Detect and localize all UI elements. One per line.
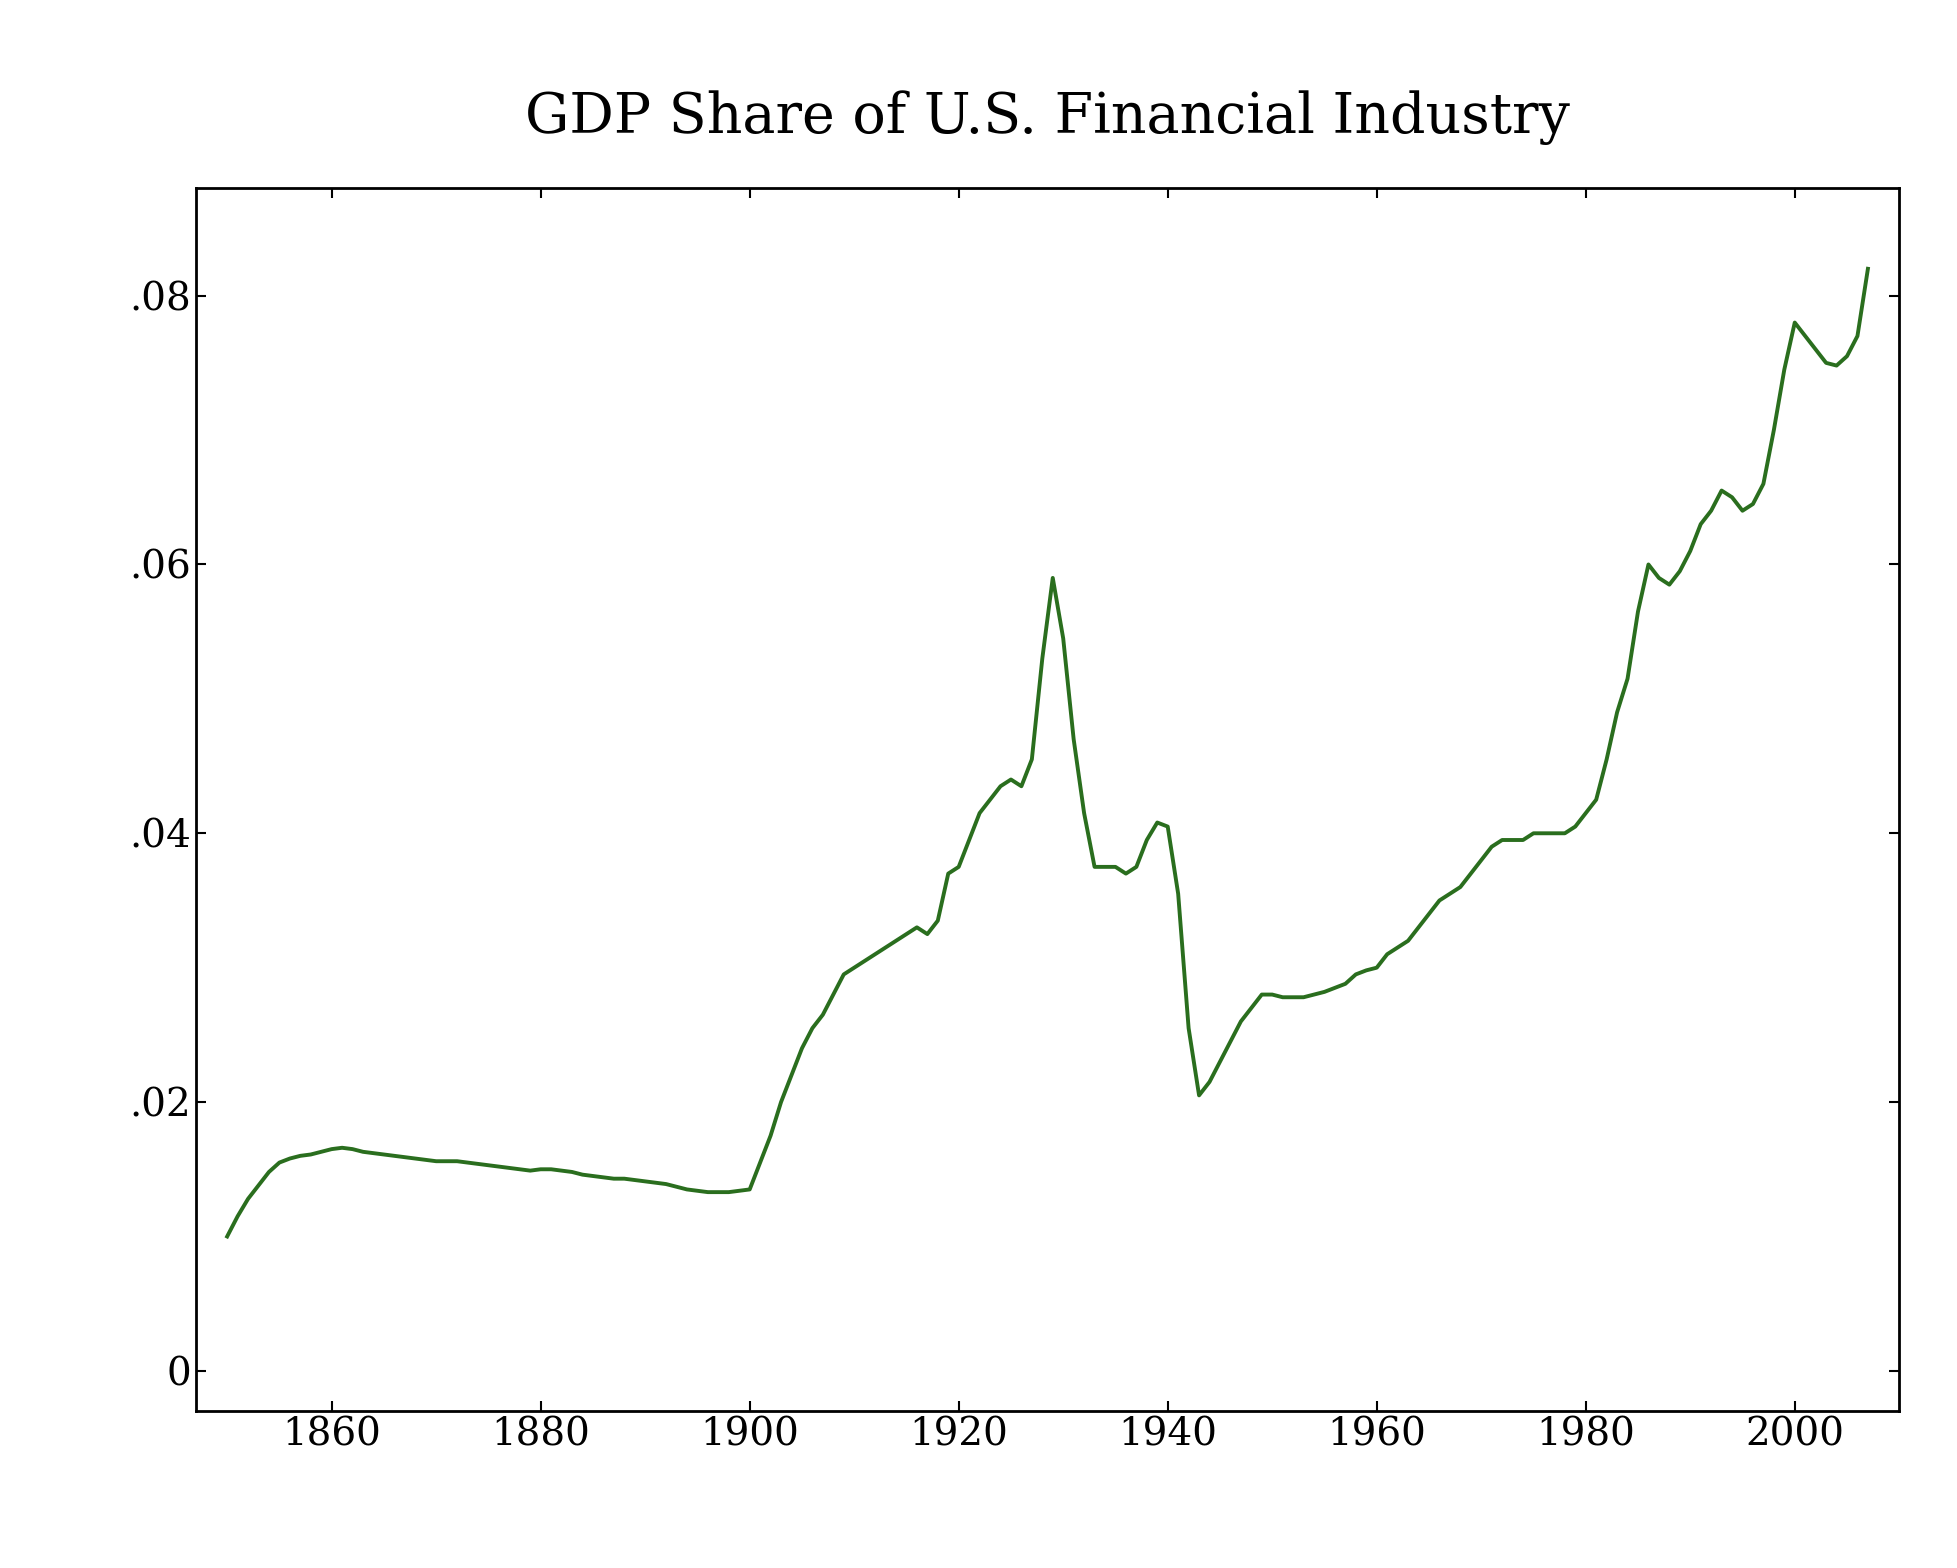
Title: GDP Share of U.S. Financial Industry: GDP Share of U.S. Financial Industry <box>524 89 1570 144</box>
